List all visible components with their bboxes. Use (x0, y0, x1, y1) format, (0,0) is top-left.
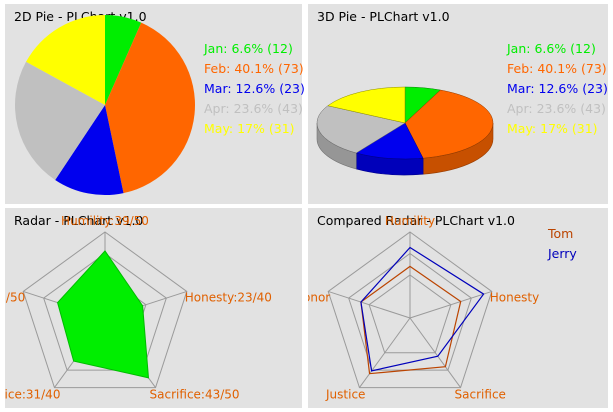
pie-3d-legend-item-mar: Mar: 12.6% (23) (507, 81, 608, 96)
compared-radar-title: Compared Radar - PLChart v1.0 (317, 213, 515, 228)
radar-area (57, 250, 150, 379)
radar-axis-label-honesty: Honesty:23/40 (185, 290, 272, 304)
pie-2d-slice-jan (105, 15, 142, 105)
pie-2d-slice-mar (55, 105, 124, 195)
compared-radar-legend: Tom Jerry (548, 224, 577, 264)
compared-radar-legend-item-tom: Tom (548, 226, 574, 241)
pie-2d-slice-apr (15, 61, 105, 180)
pie-2d-legend-item-mar: Mar: 12.6% (23) (204, 81, 305, 96)
pie-2d-slice-may (26, 15, 106, 105)
compared-radar-series-tom (360, 265, 462, 375)
compared-radar-series-jerry (360, 246, 485, 372)
pie-3d-panel: 3D Pie - PLChart v1.0 Jan: 6.6% (12) Feb:… (308, 4, 608, 204)
pie-2d-legend-item-jan: Jan: 6.6% (12) (204, 41, 293, 56)
radar-chart: Humility:39/50 Honesty:23/40 Sacrifice:43/… (5, 214, 272, 402)
radar-title: Radar - PLChart v1.0 (14, 213, 144, 228)
pie-3d-slice-mar (355, 122, 424, 160)
pie-2d-chart (15, 15, 196, 195)
pie-3d-legend-item-jan: Jan: 6.6% (12) (507, 41, 596, 56)
compared-radar-panel: Compared Radar - PLChart v1.0 Humility Ho… (308, 208, 608, 408)
compared-radar-axis-label-justice: Justice (325, 388, 365, 402)
compared-radar-grid (327, 231, 493, 389)
pie-2d-slice-feb (105, 22, 196, 194)
radar-axis-label-justice: Justice:31/40 (5, 388, 60, 402)
pie-2d-legend-item-feb: Feb: 40.1% (73) (204, 61, 304, 76)
pie-3d-legend-item-feb: Feb: 40.1% (73) (507, 61, 607, 76)
pie-2d-legend-item-apr: Apr: 23.6% (43) (204, 101, 303, 116)
pie-3d-slice-apr (316, 105, 406, 154)
radar-axis-label-honor: Honor:29/50 (5, 290, 25, 304)
pie-3d-legend-item-may: May: 17% (31) (507, 121, 598, 136)
compared-radar-legend-item-jerry: Jerry (548, 246, 577, 261)
pie-3d-legend-item-apr: Apr: 23.6% (43) (507, 101, 606, 116)
pie-3d-title: 3D Pie - PLChart v1.0 (317, 9, 450, 24)
radar-panel: Radar - PLChart v1.0 Humility:39/50 Hones… (5, 208, 302, 408)
radar-axis-label-humility: Humility:39/50 (61, 214, 149, 228)
pie-2d-legend: Jan: 6.6% (12) Feb: 40.1% (73) Mar: 12.6% … (204, 39, 305, 139)
compared-radar-axis-label-honesty: Honesty (490, 290, 539, 304)
radar-axis-label-sacrifice: Sacrifice:43/50 (150, 388, 240, 402)
compared-radar-axis-label-honor: Honor (308, 290, 330, 304)
pie-2d-panel: 2D Pie - PLChart v1.0 Jan: 6.6% (12) Feb:… (5, 4, 305, 204)
pie-3d-chart (316, 86, 494, 176)
pie-3d-slice-may (327, 86, 406, 124)
pie-3d-legend: Jan: 6.6% (12) Feb: 40.1% (73) Mar: 12.6% … (507, 39, 608, 139)
compared-radar-chart: Humility Honesty Sacrifice Justice Honor (308, 214, 539, 402)
pie-3d-slice-feb (404, 89, 494, 159)
compared-radar-axis-label-humility: Humility (385, 214, 435, 228)
pie-2d-legend-item-may: May: 17% (31) (204, 121, 295, 136)
compared-radar-axis-label-sacrifice: Sacrifice (455, 388, 506, 402)
